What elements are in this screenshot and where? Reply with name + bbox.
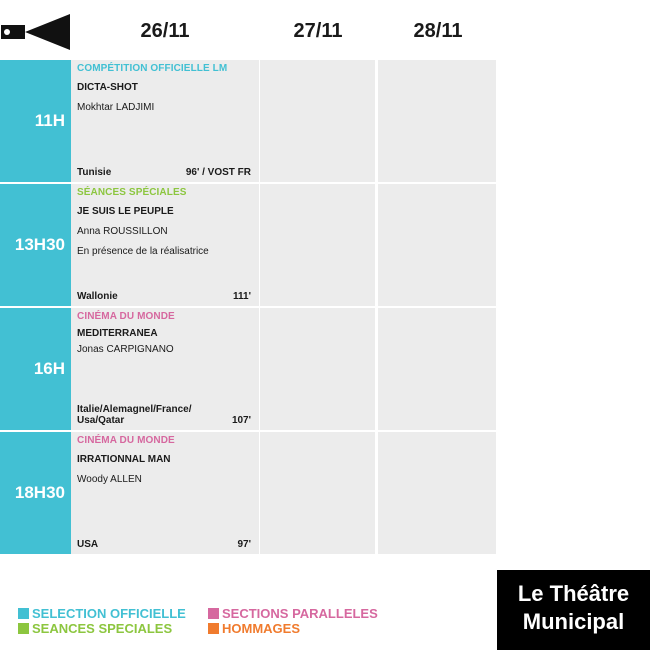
legend-sections: SECTIONS PARALLELES (208, 606, 378, 621)
film-duration: 107' (231, 415, 251, 426)
legend-hommages: HOMMAGES (208, 621, 300, 636)
screening-card[interactable]: SÉANCES SPÉCIALES JE SUIS LE PEUPLE Anna… (71, 184, 259, 306)
film-country: Wallonie (77, 291, 118, 302)
film-note: En présence de la réalisatrice (77, 246, 209, 257)
film-country: USA (77, 539, 99, 550)
time-slot: 13H30 (0, 184, 71, 306)
category-label: CINÉMA DU MONDE (77, 311, 175, 322)
screening-card[interactable]: CINÉMA DU MONDE MEDITERRANEA Jonas CARPI… (71, 308, 259, 430)
time-slot: 11H (0, 60, 71, 182)
venue-label: Le Théâtre Municipal (497, 570, 650, 650)
film-director: Jonas CARPIGNANO (77, 344, 174, 355)
film-country: Italie/Alemagnel/France/ Usa/Qatar (77, 404, 192, 426)
legend-label: SECTIONS PARALLELES (222, 606, 378, 621)
film-title: JE SUIS LE PEUPLE (77, 206, 174, 217)
empty-cell (378, 184, 496, 306)
time-slot: 18H30 (0, 432, 71, 554)
film-title: IRRATIONNAL MAN (77, 454, 171, 465)
category-label: CINÉMA DU MONDE (77, 435, 175, 446)
legend-seances: SEANCES SPECIALES (18, 621, 172, 636)
day-header-1: 26/11 (140, 20, 190, 42)
empty-cell (378, 432, 496, 554)
day-header-3: 28/11 (413, 20, 463, 42)
legend-label: HOMMAGES (222, 621, 300, 636)
film-director: Woody ALLEN (77, 474, 142, 485)
empty-cell (260, 184, 375, 306)
camera-icon (1, 14, 70, 50)
film-duration: 96' / VOST FR (185, 167, 251, 178)
empty-cell (260, 308, 375, 430)
day-header-2: 27/11 (293, 20, 343, 42)
square-icon (18, 608, 29, 619)
category-label: COMPÉTITION OFFICIELLE LM (77, 63, 228, 74)
screening-card[interactable]: COMPÉTITION OFFICIELLE LM DICTA-SHOT Mok… (71, 60, 259, 182)
empty-cell (260, 60, 375, 182)
film-title: DICTA-SHOT (77, 82, 138, 93)
empty-cell (378, 308, 496, 430)
legend-label: SELECTION OFFICIELLE (32, 606, 186, 621)
empty-cell (260, 432, 375, 554)
film-duration: 97' (237, 539, 251, 550)
film-title: MEDITERRANEA (77, 328, 158, 339)
empty-cell (378, 60, 496, 182)
film-duration: 111' (233, 291, 251, 302)
square-icon (18, 623, 29, 634)
legend-selection: SELECTION OFFICIELLE (18, 606, 186, 621)
screening-card[interactable]: CINÉMA DU MONDE IRRATIONNAL MAN Woody AL… (71, 432, 259, 554)
film-director: Mokhtar LADJIMI (77, 102, 155, 113)
film-director: Anna ROUSSILLON (77, 226, 168, 237)
film-country: Tunisie (77, 167, 112, 178)
square-icon (208, 623, 219, 634)
legend-label: SEANCES SPECIALES (32, 621, 173, 636)
time-slot: 16H (0, 308, 71, 430)
category-label: SÉANCES SPÉCIALES (77, 187, 187, 198)
venue-line-1: Le Théâtre (517, 581, 630, 606)
venue-line-2: Municipal (522, 609, 625, 634)
square-icon (208, 608, 219, 619)
